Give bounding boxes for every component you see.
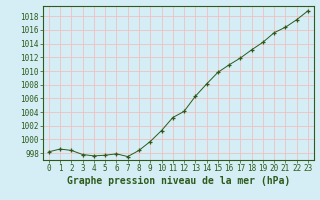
X-axis label: Graphe pression niveau de la mer (hPa): Graphe pression niveau de la mer (hPa)	[67, 176, 290, 186]
